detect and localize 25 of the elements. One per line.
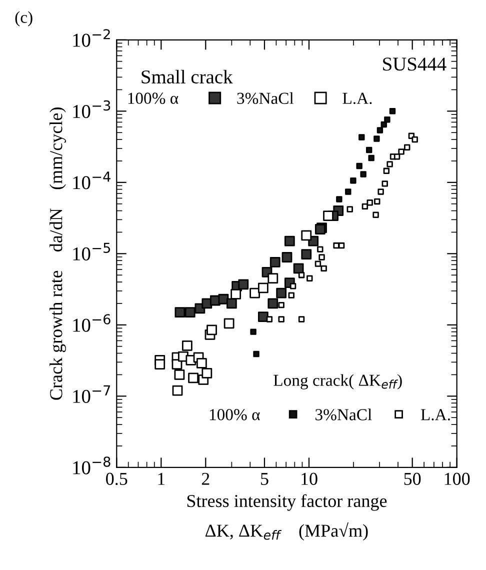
legend-label: L.A. bbox=[342, 92, 372, 104]
y-axis-title: Crack growth rate da/dN (mm/cycle) bbox=[50, 108, 66, 400]
annotation: 100% α bbox=[128, 92, 178, 104]
y-tick-label: 10$^{−5}$ bbox=[73, 242, 110, 260]
y-tick-label: 10$^{−6}$ bbox=[73, 314, 110, 332]
annotation: Small crack bbox=[142, 70, 233, 84]
x-tick-label: 50 bbox=[404, 472, 421, 485]
y-tick-label: 10$^{−4}$ bbox=[73, 172, 110, 190]
x-tick-label: 10 bbox=[302, 472, 318, 485]
annotation: 100% α bbox=[210, 409, 260, 420]
text: (c) bbox=[15, 11, 32, 26]
x-tick-label: 100 bbox=[444, 472, 470, 485]
annotation: Long crack( ΔK$_{eff}$) bbox=[274, 374, 402, 390]
legend-label: 3%NaCl bbox=[237, 92, 294, 104]
text: Stress intensity factor range ΔK, ΔK$_{eff}$ (MPa√m) bbox=[187, 494, 387, 540]
legend-label: 3%NaCl bbox=[316, 408, 372, 420]
x-tick-label: 1 bbox=[158, 472, 165, 485]
y-tick-label: 10$^{−3}$ bbox=[73, 100, 110, 118]
x-tick-label: 2 bbox=[202, 472, 210, 485]
y-tick-label: 10$^{−2}$ bbox=[73, 29, 110, 47]
annotation: SUS444 bbox=[383, 58, 446, 71]
y-tick-label: 10$^{−7}$ bbox=[73, 385, 110, 403]
legend-label: L.A. bbox=[420, 409, 450, 420]
x-tick-label: 0.5 bbox=[106, 472, 128, 486]
x-tick-label: 5 bbox=[261, 472, 268, 485]
